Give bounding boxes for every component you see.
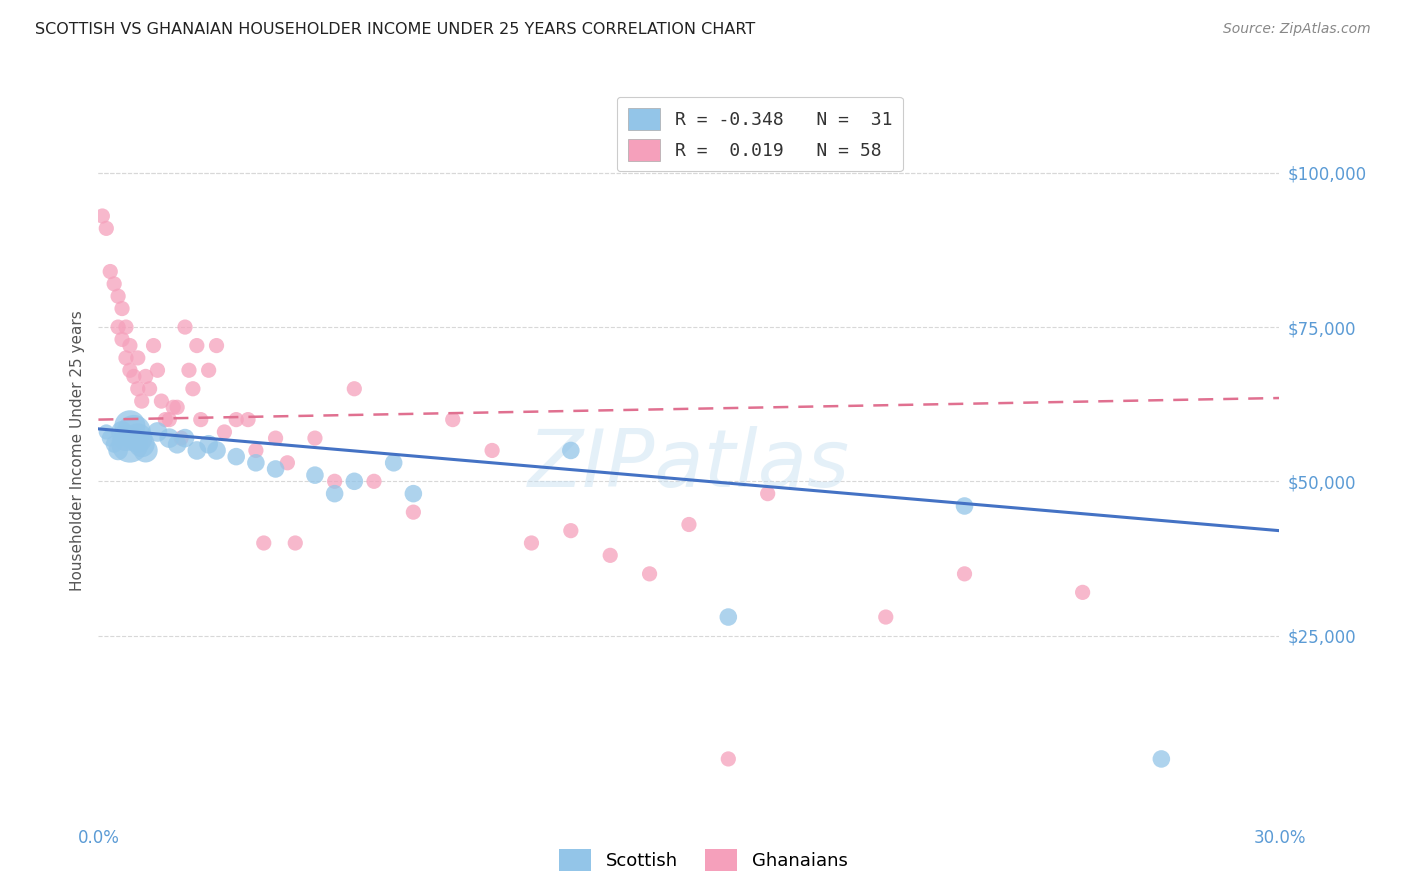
Point <box>96 425 118 439</box>
Point <box>560 524 582 538</box>
Point <box>875 610 897 624</box>
Point <box>245 456 267 470</box>
Point <box>304 468 326 483</box>
Point <box>127 431 149 445</box>
Point <box>441 412 464 426</box>
Point <box>1150 752 1173 766</box>
Point <box>111 425 134 439</box>
Point <box>135 369 157 384</box>
Point <box>756 486 779 500</box>
Point <box>520 536 543 550</box>
Point <box>323 486 346 500</box>
Legend: R = -0.348   N =  31, R =  0.019   N = 58: R = -0.348 N = 31, R = 0.019 N = 58 <box>617 96 903 171</box>
Point <box>236 412 259 426</box>
Point <box>107 320 129 334</box>
Point <box>197 363 219 377</box>
Point <box>205 338 228 352</box>
Point <box>197 437 219 451</box>
Point <box>118 338 141 352</box>
Point <box>170 431 193 445</box>
Point <box>638 566 661 581</box>
Point <box>146 425 169 439</box>
Point <box>402 505 425 519</box>
Point <box>174 431 197 445</box>
Point <box>245 443 267 458</box>
Point <box>103 277 125 291</box>
Legend: Scottish, Ghanaians: Scottish, Ghanaians <box>551 842 855 879</box>
Text: ZIPatlas: ZIPatlas <box>527 426 851 504</box>
Point <box>111 332 134 346</box>
Point <box>1071 585 1094 599</box>
Point <box>131 394 153 409</box>
Point <box>166 401 188 415</box>
Point <box>98 264 121 278</box>
Point <box>177 363 200 377</box>
Point <box>678 517 700 532</box>
Point <box>115 351 138 365</box>
Point <box>118 418 141 433</box>
Point <box>382 456 405 470</box>
Point <box>91 209 114 223</box>
Point <box>174 320 197 334</box>
Point <box>953 566 976 581</box>
Point <box>323 475 346 489</box>
Point <box>107 443 129 458</box>
Point <box>181 382 204 396</box>
Point <box>142 338 165 352</box>
Point <box>953 499 976 513</box>
Text: SCOTTISH VS GHANAIAN HOUSEHOLDER INCOME UNDER 25 YEARS CORRELATION CHART: SCOTTISH VS GHANAIAN HOUSEHOLDER INCOME … <box>35 22 755 37</box>
Point <box>103 437 125 451</box>
Text: Source: ZipAtlas.com: Source: ZipAtlas.com <box>1223 22 1371 37</box>
Point <box>150 394 173 409</box>
Point <box>599 549 621 563</box>
Point <box>118 363 141 377</box>
Point <box>135 443 157 458</box>
Point <box>138 382 160 396</box>
Point <box>122 425 145 439</box>
Point <box>96 221 118 235</box>
Point <box>157 431 180 445</box>
Point <box>214 425 236 439</box>
Point <box>225 412 247 426</box>
Point <box>186 443 208 458</box>
Point <box>284 536 307 550</box>
Point <box>253 536 276 550</box>
Point <box>107 289 129 303</box>
Point <box>146 363 169 377</box>
Point <box>304 431 326 445</box>
Point <box>717 610 740 624</box>
Point <box>402 486 425 500</box>
Point <box>225 450 247 464</box>
Point <box>560 443 582 458</box>
Point <box>115 320 138 334</box>
Point <box>155 412 177 426</box>
Point <box>127 351 149 365</box>
Point <box>717 752 740 766</box>
Point <box>343 475 366 489</box>
Point <box>162 401 184 415</box>
Point <box>343 382 366 396</box>
Point <box>205 443 228 458</box>
Point <box>276 456 298 470</box>
Point <box>122 369 145 384</box>
Point <box>363 475 385 489</box>
Point <box>127 382 149 396</box>
Y-axis label: Householder Income Under 25 years: Householder Income Under 25 years <box>69 310 84 591</box>
Point <box>481 443 503 458</box>
Point <box>264 462 287 476</box>
Point <box>98 431 121 445</box>
Point <box>186 338 208 352</box>
Point <box>157 412 180 426</box>
Point <box>190 412 212 426</box>
Point <box>166 437 188 451</box>
Point <box>264 431 287 445</box>
Point <box>115 431 138 445</box>
Point <box>111 301 134 316</box>
Point <box>131 437 153 451</box>
Point <box>118 437 141 451</box>
